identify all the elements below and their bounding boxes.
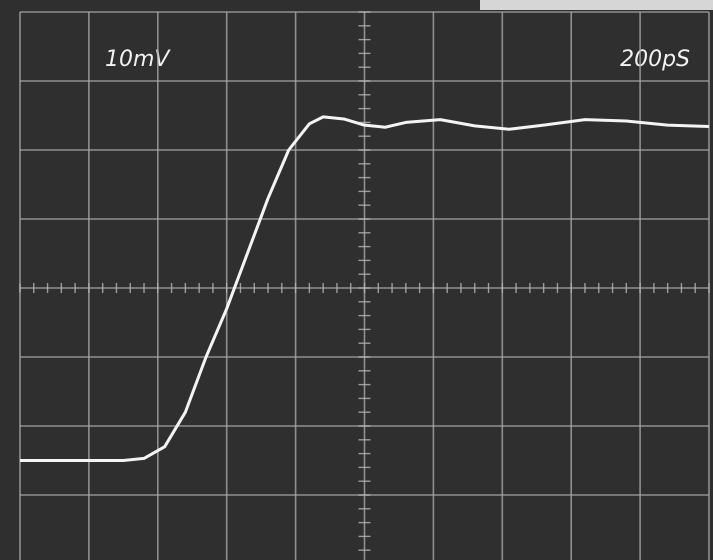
x-scale-label: 200pS bbox=[620, 47, 690, 72]
screen-top bbox=[0, 0, 480, 12]
oscilloscope: 10mV 200pS bbox=[0, 0, 713, 560]
screen bbox=[0, 10, 713, 560]
y-scale-label: 10mV bbox=[105, 47, 171, 72]
